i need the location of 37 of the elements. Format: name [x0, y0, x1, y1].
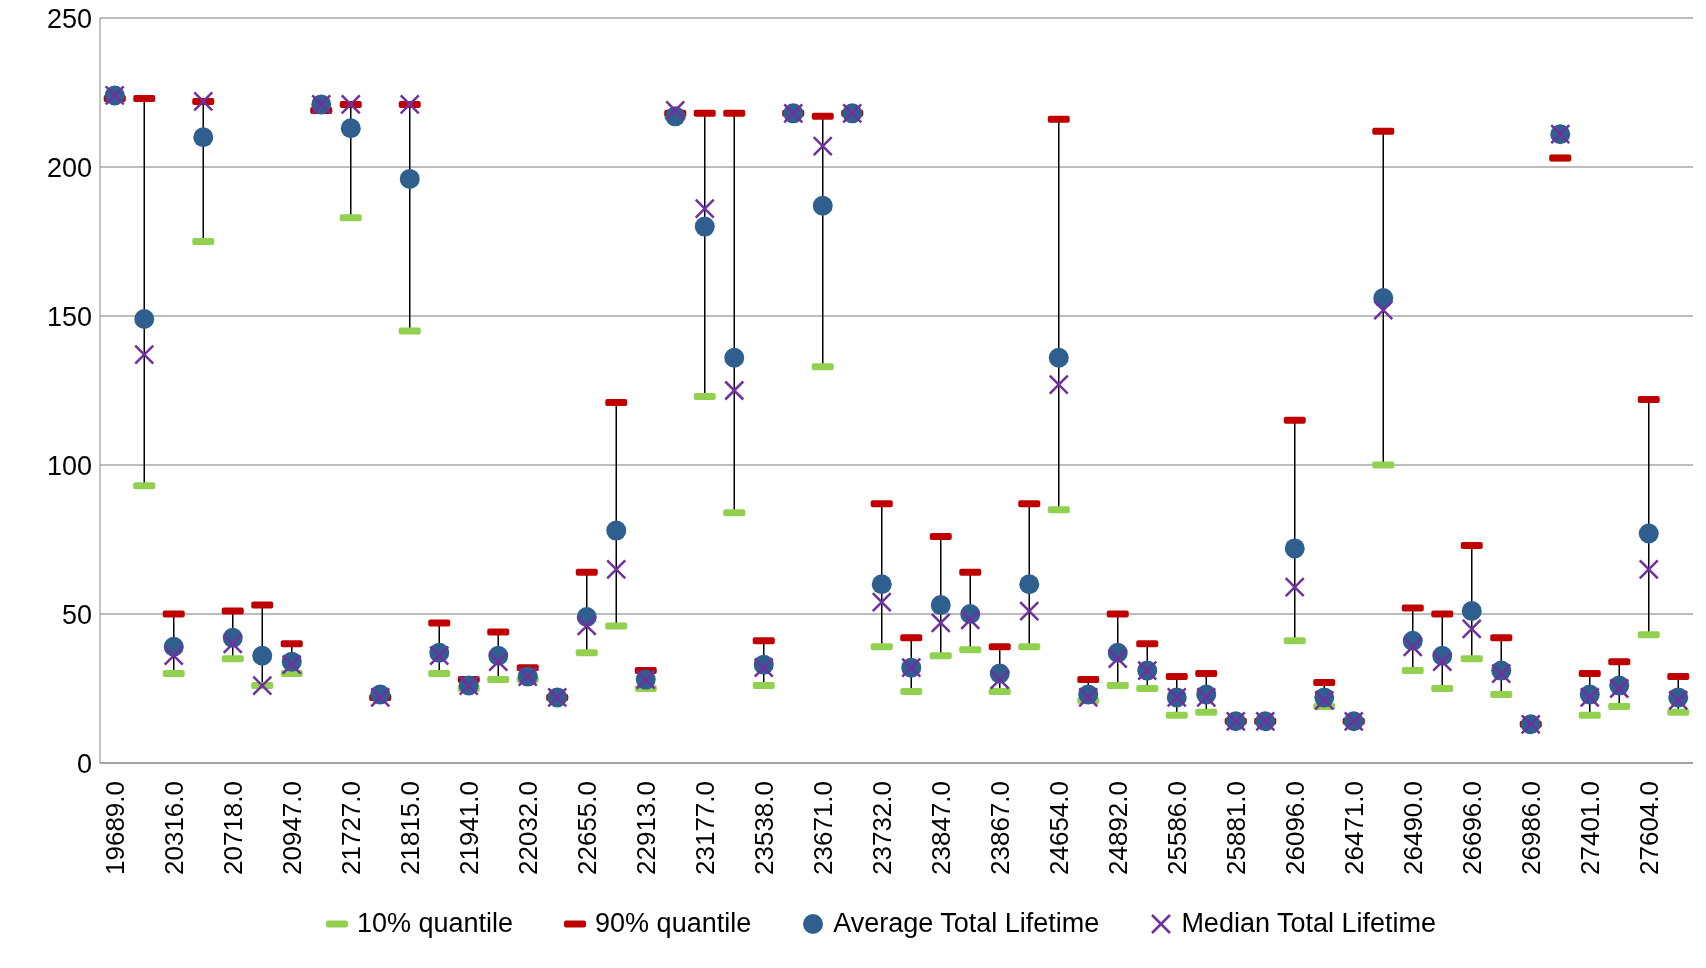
x-tick-label: 19689.0 [99, 781, 130, 875]
x-tick-label: 24892.0 [1102, 781, 1133, 875]
x-tick-label: 23847.0 [925, 781, 956, 875]
x-tick-label: 21727.0 [335, 781, 366, 875]
y-tick-label: 150 [46, 301, 92, 332]
x-tick-label: 26096.0 [1279, 781, 1310, 875]
x-tick-label: 21815.0 [394, 781, 425, 875]
y-tick-label: 100 [46, 450, 92, 481]
x-tick-label: 26696.0 [1456, 781, 1487, 875]
x-tick-label: 22913.0 [630, 781, 661, 875]
x-tick-label: 25586.0 [1161, 781, 1192, 875]
x-tick-label: 21941.0 [453, 781, 484, 875]
x-tick-label: 26986.0 [1515, 781, 1546, 875]
y-tick-label: 200 [46, 152, 92, 183]
x-tick-label: 24654.0 [1043, 781, 1074, 875]
x-tick-label: 22032.0 [512, 781, 543, 875]
x-tick-label: 20718.0 [217, 781, 248, 875]
x-tick-label: 26471.0 [1338, 781, 1369, 875]
x-tick-label: 20316.0 [158, 781, 189, 875]
x-tick-label: 22655.0 [571, 781, 602, 875]
x-tick-label: 20947.0 [276, 781, 307, 875]
x-tick-label: 25881.0 [1220, 781, 1251, 875]
x-tick-label: 27604.0 [1633, 781, 1664, 875]
x-tick-label: 27401.0 [1574, 781, 1605, 875]
legend-label: 90% quantile [595, 908, 752, 939]
x-tick-label: 23732.0 [866, 781, 897, 875]
x-tick-label: 23538.0 [748, 781, 779, 875]
legend-label: 10% quantile [356, 908, 514, 939]
legend-label: Average Total Lifetime [833, 908, 1100, 939]
x-tick-label: 23177.0 [689, 781, 720, 875]
x-tick-label: 26490.0 [1397, 781, 1428, 875]
x-tick-label: 23867.0 [984, 781, 1015, 875]
x-tick-label: 23671.0 [807, 781, 838, 875]
y-tick-label: 0 [76, 748, 92, 779]
y-tick-label: 250 [46, 3, 92, 34]
legend-label: Median Total Lifetime [1181, 908, 1437, 939]
y-tick-label: 50 [61, 599, 92, 630]
